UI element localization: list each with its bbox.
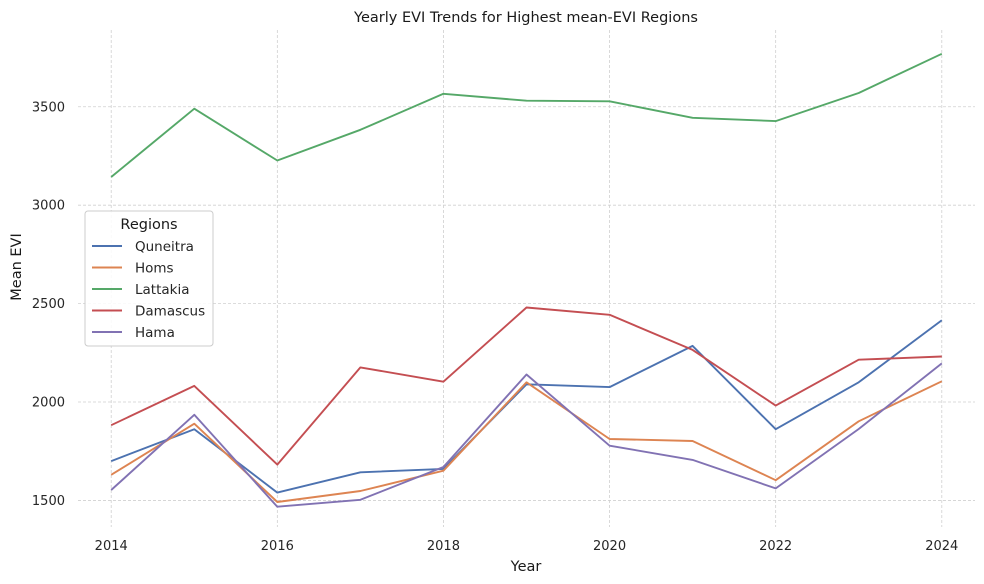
x-tick-label: 2022 xyxy=(759,539,792,554)
series-lines xyxy=(110,52,943,508)
legend-label-quneitra: Quneitra xyxy=(135,239,194,255)
y-tick-label: 3000 xyxy=(32,199,65,214)
x-tick-label: 2016 xyxy=(261,539,294,554)
y-tick-label: 2000 xyxy=(32,396,65,411)
series-line-damascus xyxy=(110,306,942,466)
legend-label-damascus: Damascus xyxy=(135,304,205,320)
x-tick-label: 2018 xyxy=(427,539,460,554)
y-tick-label: 3500 xyxy=(32,100,65,115)
legend-label-hama: Hama xyxy=(135,325,175,341)
y-tick-labels: 1500 2000 2500 3000 3500 xyxy=(32,100,65,509)
legend-title: Regions xyxy=(120,217,177,233)
legend-label-homs: Homs xyxy=(135,261,174,277)
x-tick-label: 2020 xyxy=(593,539,626,554)
y-tick-label: 1500 xyxy=(32,494,65,509)
x-tick-label: 2024 xyxy=(925,539,958,554)
series-line-hama xyxy=(110,362,943,508)
series-line-homs xyxy=(110,380,943,503)
series-line-quneitra xyxy=(110,319,943,494)
chart-title: Yearly EVI Trends for Highest mean-EVI R… xyxy=(353,10,698,26)
x-tick-labels: 2014 2016 2018 2020 2022 2024 xyxy=(95,539,959,554)
y-axis-label: Mean EVI xyxy=(9,233,25,300)
x-axis-label: Year xyxy=(510,559,542,575)
series-line-lattakia xyxy=(110,52,943,178)
legend-box xyxy=(84,210,214,347)
legend: Regions Quneitra Homs Lattakia Damascus Hama xyxy=(84,210,214,347)
legend-label-lattakia: Lattakia xyxy=(135,282,190,298)
x-tick-label: 2014 xyxy=(95,539,128,554)
y-tick-label: 2500 xyxy=(32,297,65,312)
legend-items: Quneitra Homs Lattakia Damascus Hama xyxy=(92,239,205,341)
